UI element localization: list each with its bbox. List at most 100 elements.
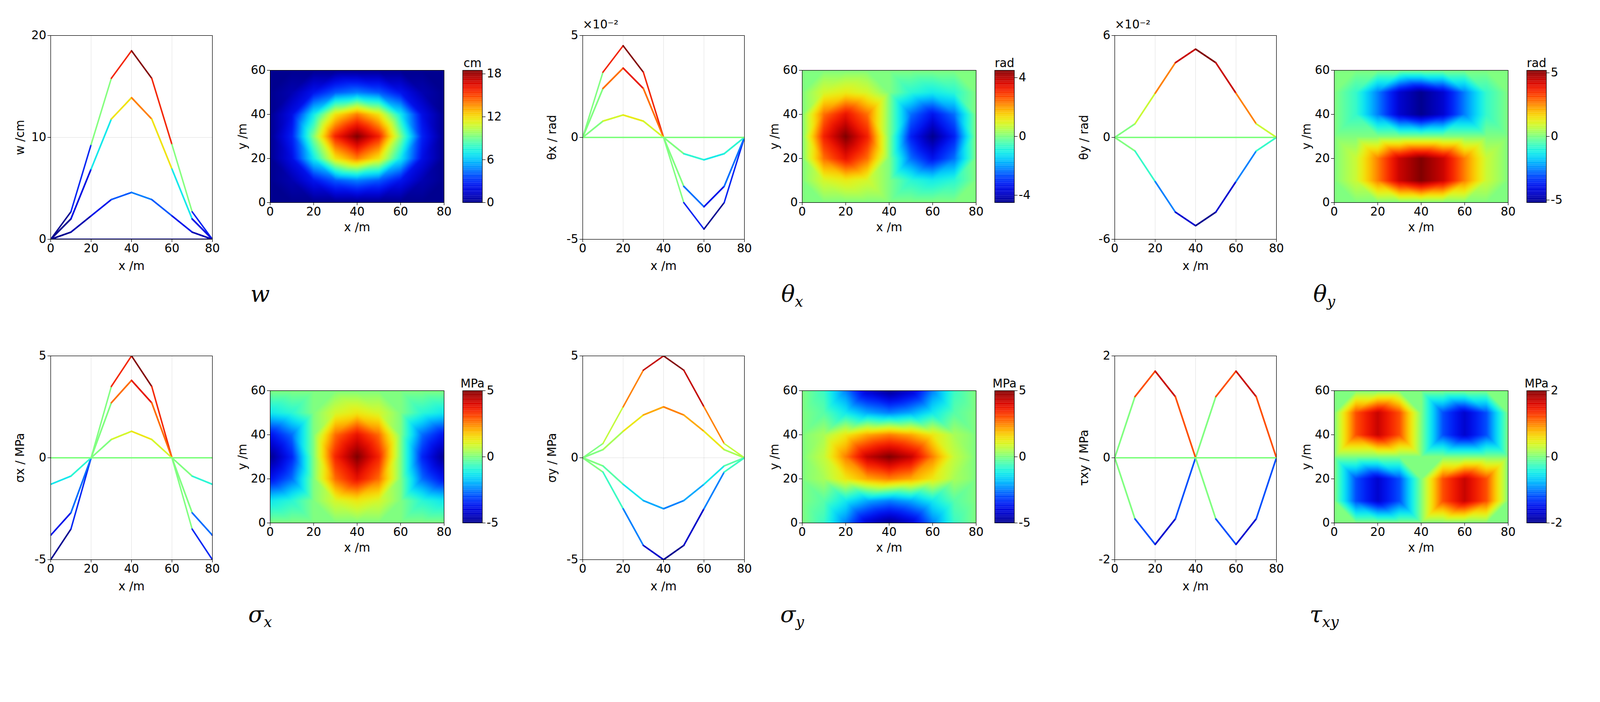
svg-text:0: 0 (38, 450, 47, 465)
svg-text:60: 60 (1456, 204, 1473, 219)
svg-text:10: 10 (31, 130, 47, 145)
svg-text:60: 60 (250, 383, 267, 398)
svg-text:40: 40 (655, 241, 672, 256)
svg-text:20: 20 (250, 151, 267, 166)
svg-text:-4: -4 (1018, 188, 1031, 202)
svg-text:0: 0 (1111, 241, 1119, 256)
svg-text:18: 18 (486, 66, 503, 81)
svg-text:40: 40 (782, 427, 799, 442)
svg-text:τxy / MPa: τxy / MPa (1077, 429, 1091, 486)
svg-text:0: 0 (1551, 129, 1559, 144)
svg-text:0: 0 (1018, 129, 1027, 144)
svg-text:0: 0 (1322, 515, 1330, 530)
svg-text:20: 20 (838, 525, 854, 539)
svg-text:σx / MPa: σx / MPa (13, 433, 27, 484)
svg-text:20: 20 (306, 204, 322, 219)
svg-text:40: 40 (349, 525, 365, 539)
svg-text:20: 20 (1370, 525, 1386, 539)
svg-text:6: 6 (1102, 28, 1111, 43)
svg-text:-2: -2 (1551, 515, 1563, 530)
svg-text:w /cm: w /cm (13, 120, 27, 156)
svg-text:5: 5 (1018, 383, 1027, 398)
svg-text:0: 0 (1551, 449, 1559, 464)
svg-text:80: 80 (968, 525, 984, 539)
svg-text:20: 20 (615, 241, 631, 256)
svg-text:0: 0 (570, 450, 579, 465)
svg-text:0: 0 (38, 232, 47, 246)
svg-text:0: 0 (1018, 449, 1027, 464)
svg-text:6: 6 (486, 152, 495, 167)
svg-text:-5: -5 (566, 552, 579, 567)
svg-text:80: 80 (1500, 525, 1516, 539)
svg-text:40: 40 (349, 204, 365, 219)
svg-text:20: 20 (1370, 204, 1386, 219)
svg-text:20: 20 (615, 561, 631, 576)
svg-text:0: 0 (47, 561, 55, 576)
svg-text:0: 0 (579, 241, 587, 256)
svg-text:0: 0 (798, 204, 806, 219)
svg-text:0: 0 (579, 561, 587, 576)
svg-text:0: 0 (1330, 525, 1338, 539)
svg-text:40: 40 (1314, 107, 1331, 122)
svg-text:0: 0 (798, 525, 806, 539)
svg-text:4: 4 (1018, 70, 1027, 85)
svg-text:40: 40 (123, 241, 140, 256)
svg-text:80: 80 (968, 204, 984, 219)
svg-text:0: 0 (1102, 450, 1111, 465)
svg-text:20: 20 (306, 525, 322, 539)
svg-text:80: 80 (436, 204, 452, 219)
svg-text:40: 40 (1187, 241, 1204, 256)
svg-text:MPa: MPa (460, 376, 485, 391)
svg-text:2: 2 (1102, 348, 1111, 363)
svg-text:0: 0 (570, 130, 579, 145)
svg-text:0: 0 (1322, 195, 1330, 210)
svg-text:x /m: x /m (343, 220, 370, 235)
svg-text:×10⁻²: ×10⁻² (1115, 17, 1151, 32)
svg-text:-6: -6 (1098, 232, 1111, 246)
svg-text:12: 12 (486, 109, 503, 124)
svg-text:20: 20 (782, 471, 799, 486)
svg-text:×10⁻²: ×10⁻² (582, 17, 619, 32)
svg-text:0: 0 (266, 204, 274, 219)
svg-text:y /m: y /m (235, 443, 250, 470)
svg-text:x /m: x /m (875, 540, 902, 555)
svg-text:20: 20 (1147, 241, 1164, 256)
svg-text:20: 20 (83, 561, 99, 576)
svg-text:-2: -2 (1098, 552, 1111, 567)
svg-text:-5: -5 (1018, 515, 1031, 530)
svg-text:40: 40 (881, 204, 897, 219)
svg-text:y /m: y /m (1299, 123, 1314, 150)
svg-text:5: 5 (1551, 65, 1559, 80)
svg-text:rad: rad (1527, 56, 1547, 71)
svg-text:5: 5 (570, 28, 579, 43)
svg-text:y /m: y /m (767, 443, 782, 470)
svg-text:60: 60 (782, 63, 799, 77)
svg-text:60: 60 (164, 241, 180, 256)
svg-text:40: 40 (1187, 561, 1204, 576)
svg-text:5: 5 (486, 383, 495, 398)
svg-text:-5: -5 (1551, 193, 1563, 207)
svg-text:y /m: y /m (235, 123, 250, 150)
svg-text:20: 20 (1147, 561, 1164, 576)
svg-text:-5: -5 (566, 232, 579, 246)
svg-text:80: 80 (204, 561, 220, 576)
svg-text:0: 0 (1102, 130, 1111, 145)
svg-text:20: 20 (250, 471, 267, 486)
svg-text:0: 0 (258, 195, 266, 210)
svg-text:cm: cm (463, 56, 482, 71)
svg-text:40: 40 (655, 561, 672, 576)
svg-text:x /m: x /m (1182, 579, 1209, 594)
svg-text:-5: -5 (34, 552, 47, 567)
svg-text:0: 0 (790, 515, 798, 530)
svg-text:0: 0 (266, 525, 274, 539)
svg-text:40: 40 (1413, 525, 1430, 539)
svg-text:60: 60 (392, 204, 409, 219)
svg-text:60: 60 (250, 63, 267, 77)
svg-text:40: 40 (1314, 427, 1331, 442)
svg-text:80: 80 (736, 241, 752, 256)
svg-text:MPa: MPa (992, 376, 1017, 391)
svg-text:20: 20 (1314, 151, 1331, 166)
svg-text:60: 60 (392, 525, 409, 539)
svg-text:60: 60 (924, 525, 941, 539)
svg-text:20: 20 (31, 28, 47, 43)
